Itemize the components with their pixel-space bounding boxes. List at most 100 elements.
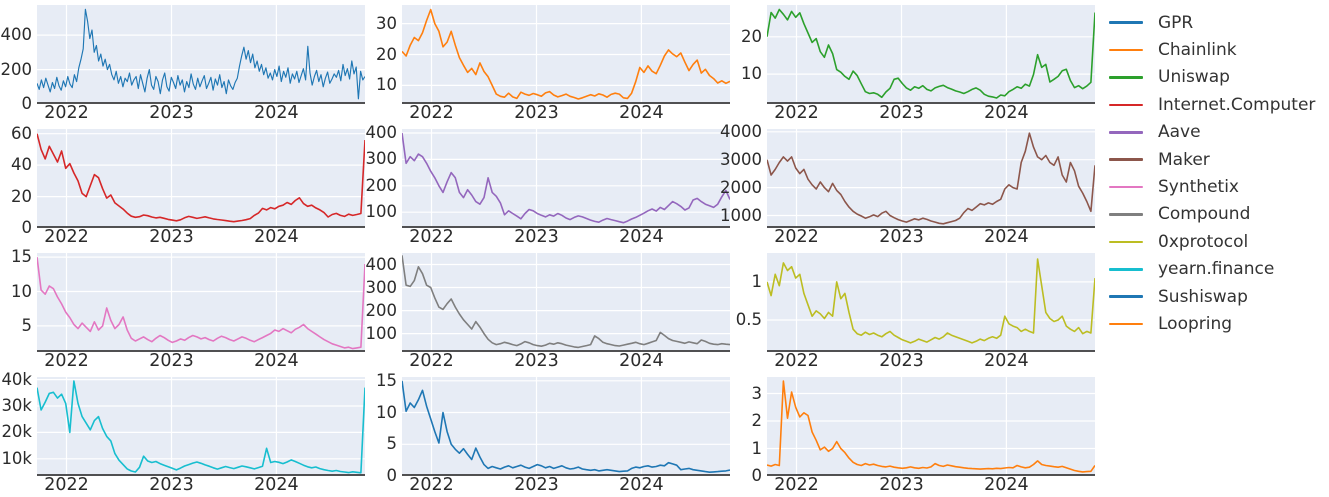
line-chart-svg: [767, 253, 1095, 352]
y-tick-label: 0.5: [735, 310, 762, 329]
y-axis-labels: 10k 20k 30k 40k: [0, 370, 34, 476]
x-tick-label: 2024: [254, 103, 299, 123]
y-axis-labels: 100 200 300 400: [365, 124, 399, 228]
legend-line-swatch: [1109, 322, 1143, 326]
plot-area-gpr: [37, 5, 365, 104]
series-line-compound: [402, 255, 730, 349]
y-tick-label: 1: [751, 438, 763, 458]
plot-area-0xprotocol: [767, 253, 1095, 352]
y-axis-labels: 5 10 15: [0, 248, 34, 352]
charts-grid: 0 200 400 2022 2023 2024 10 20 30 2022 2023 2024 10 2…: [0, 0, 1095, 496]
plot-area-loopring: [767, 377, 1095, 476]
legend-item-sushiswap: Sushiswap: [1109, 283, 1329, 310]
series-line-internet_computer: [37, 133, 365, 223]
y-tick-label: 400: [365, 254, 398, 274]
y-tick-label: 200: [0, 59, 33, 79]
subplot-gpr: 0 200 400 2022 2023 2024: [0, 0, 365, 124]
y-tick-label: 40: [11, 155, 32, 175]
legend-item-maker: Maker: [1109, 146, 1329, 173]
plot-area-chainlink: [402, 5, 730, 104]
line-chart-svg: [37, 129, 365, 228]
legend-line-swatch: [1109, 158, 1143, 161]
y-axis-labels: 0 1 2 3: [730, 377, 764, 485]
y-tick-label: 10: [376, 75, 397, 95]
legend-item-aave: Aave: [1109, 119, 1329, 146]
series-line-loopring: [767, 380, 1095, 473]
line-chart-svg: [37, 5, 365, 104]
x-tick-label: 2022: [44, 103, 89, 123]
line-chart-svg: [402, 377, 730, 476]
y-tick-label: 2: [751, 411, 763, 430]
y-tick-label: 30k: [1, 396, 32, 415]
y-tick-label: 1000: [720, 205, 762, 225]
legend-label: GPR: [1158, 12, 1194, 33]
x-tick-label: 2022: [409, 475, 454, 495]
legend-label: Compound: [1158, 204, 1251, 225]
x-tick-label: 2024: [254, 227, 299, 247]
legend-label: Loopring: [1158, 313, 1233, 334]
x-tick-label: 2023: [879, 475, 924, 495]
series-line-yearn_finance: [37, 380, 365, 474]
legend-line-swatch: [1109, 21, 1143, 24]
y-tick-label: 1: [751, 271, 763, 291]
y-tick-label: 60: [11, 123, 32, 143]
subplot-aave: 100 200 300 400 2022 2023 2024: [365, 124, 730, 248]
x-tick-label: 2023: [149, 103, 194, 123]
series-line-gpr: [37, 8, 365, 100]
y-tick-label: 30: [376, 13, 397, 33]
subplot-loopring: 0 1 2 3 2022 2023 2024: [730, 372, 1095, 496]
legend-label: 0xprotocol: [1158, 231, 1249, 252]
legend-line-swatch: [1109, 295, 1143, 298]
subplot-yearn_finance: 10k 20k 30k 40k 2022 2023 2024: [0, 370, 365, 496]
y-tick-label: 3: [751, 383, 763, 403]
y-tick-label: 40k: [1, 369, 32, 389]
y-tick-label: 4000: [720, 121, 762, 141]
line-chart-svg: [767, 377, 1095, 476]
y-tick-label: 300: [365, 277, 398, 297]
series-line-0xprotocol: [767, 258, 1095, 344]
subplot-internet_computer: 0 20 40 60 2022 2023 2024: [0, 124, 365, 248]
y-tick-label: 20: [741, 26, 762, 46]
y-tick-label: 100: [365, 202, 398, 222]
x-tick-label: 2024: [254, 475, 299, 495]
legend-item-gpr: GPR: [1109, 9, 1329, 36]
y-tick-label: 400: [365, 123, 398, 142]
line-chart-svg: [402, 129, 730, 228]
y-tick-label: 10: [11, 281, 32, 301]
y-axis-labels: 100 200 300 400: [365, 253, 399, 352]
series-line-chainlink: [402, 8, 730, 100]
legend-item-synthetix: Synthetix: [1109, 173, 1329, 200]
series-line-aave: [402, 132, 730, 224]
plot-area-aave: [402, 129, 730, 228]
plot-area-internet_computer: [37, 129, 365, 228]
x-tick-label: 2023: [514, 351, 559, 371]
y-tick-label: 200: [365, 175, 398, 195]
x-tick-label: 2024: [984, 227, 1029, 247]
y-axis-labels: 0 20 40 60: [0, 124, 34, 236]
legend-line-swatch: [1109, 103, 1143, 107]
legend-label: Chainlink: [1158, 40, 1237, 61]
y-axis-labels: 0 5 10 15: [365, 371, 399, 484]
line-chart-svg: [402, 253, 730, 352]
x-tick-label: 2022: [409, 351, 454, 371]
series-line-sushiswap: [402, 380, 730, 473]
series-line-synthetix: [37, 257, 365, 350]
x-tick-label: 2022: [44, 227, 89, 247]
x-tick-label: 2022: [409, 103, 454, 123]
legend-label: yearn.finance: [1158, 259, 1275, 280]
y-axis-labels: 0 200 400: [0, 5, 34, 113]
plot-area-uniswap: [767, 5, 1095, 104]
legend-line-swatch: [1109, 213, 1143, 216]
y-tick-label: 100: [365, 323, 398, 343]
y-axis-labels: 10 20 30: [365, 5, 399, 104]
y-tick-label: 2000: [720, 177, 762, 197]
x-tick-label: 2024: [619, 351, 664, 371]
x-tick-label: 2022: [44, 351, 89, 371]
x-tick-label: 2022: [774, 351, 819, 371]
subplot-synthetix: 5 10 15 2022 2023 2024: [0, 248, 365, 372]
y-tick-label: 10k: [1, 448, 32, 468]
x-tick-label: 2023: [879, 351, 924, 371]
y-tick-label: 300: [365, 149, 398, 169]
legend: GPR Chainlink Uniswap Internet.Computer Aave…: [1095, 0, 1329, 497]
